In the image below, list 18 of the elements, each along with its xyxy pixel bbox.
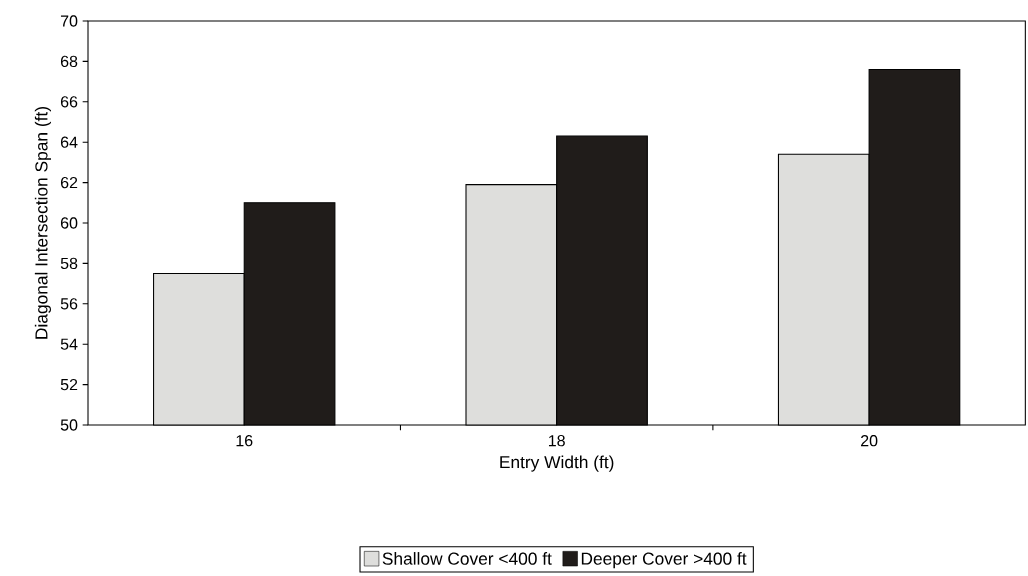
x-tick-label: 20 [861, 435, 878, 447]
y-tick-label: 70 [60, 15, 78, 27]
y-tick-label: 56 [60, 298, 78, 310]
y-tick-label: 60 [60, 217, 78, 229]
x-axis-title: Entry Width (ft) [500, 455, 614, 472]
y-tick-label: 50 [60, 419, 78, 431]
legend-label: Deeper Cover >400 ft [581, 552, 747, 569]
y-tick-label: 62 [60, 176, 78, 189]
y-tick-label: 68 [60, 55, 78, 68]
legend-label: Shallow Cover <400 ft [382, 552, 552, 565]
x-tick-label: 18 [548, 435, 565, 447]
y-tick-label: 64 [60, 136, 78, 148]
y-tick-label: 66 [60, 96, 78, 108]
y-tick-label: 52 [60, 378, 78, 391]
y-axis-title: Diagonal Intersection Span (ft) [34, 107, 52, 339]
y-tick-label: 54 [60, 338, 78, 350]
x-tick-label: 16 [236, 435, 253, 447]
y-tick-label: 58 [60, 257, 78, 270]
